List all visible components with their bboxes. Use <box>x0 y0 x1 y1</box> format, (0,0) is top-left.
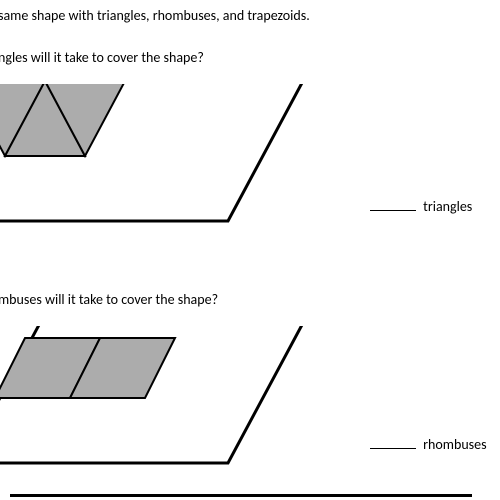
answer-1: triangles <box>370 197 472 215</box>
question-2-text: mbuses will it take to cover the shape? <box>0 291 218 308</box>
question-1-text: ngles will it take to cover the shape? <box>0 49 204 66</box>
bottom-bar <box>10 494 472 497</box>
figure-triangles <box>0 84 310 233</box>
answer-1-label: triangles <box>423 198 472 215</box>
answer-2: rhombuses <box>370 435 487 453</box>
answer-2-label: rhombuses <box>423 436 486 453</box>
intro-text: same shape with triangles, rhombuses, an… <box>0 7 310 24</box>
figure-rhombuses <box>0 326 310 475</box>
answer-1-blank[interactable] <box>370 197 416 211</box>
answer-2-blank[interactable] <box>370 435 416 449</box>
